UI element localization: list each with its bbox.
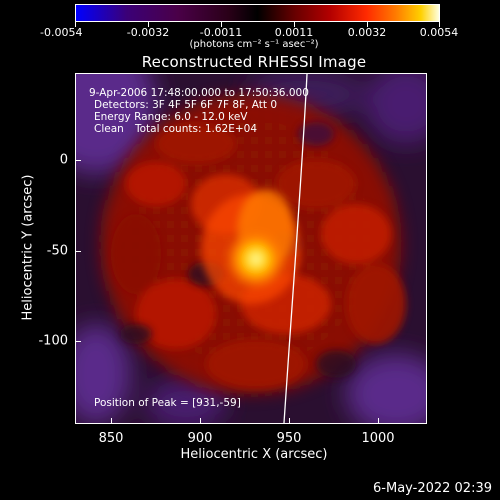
colorbar-tick [148, 22, 149, 27]
x-axis-title: Heliocentric X (arcsec) [180, 447, 328, 462]
y-tick-label: 0 [59, 152, 68, 168]
solar-image: 9-Apr-2006 17:48:00.000 to 17:50:36.000 … [75, 73, 427, 424]
colorbar-tick-label: 0.0032 [347, 26, 387, 39]
x-tick [200, 418, 201, 424]
x-tick-label: 900 [187, 431, 213, 446]
x-tick [289, 418, 290, 424]
colorbar-tick [294, 22, 295, 27]
colorbar-tick [75, 22, 76, 27]
x-tick [378, 418, 379, 424]
detectors-label: Detectors: 3F 4F 5F 6F 7F 8F, Att 0 [94, 99, 278, 111]
colorbar-tick [439, 22, 440, 27]
colorbar-tick-label: -0.0032 [126, 26, 170, 39]
x-tick [111, 418, 112, 424]
x-tick-label: 850 [98, 431, 124, 446]
x-tick-label: 1000 [361, 431, 395, 446]
image-title: Reconstructed RHESSI Image [141, 53, 367, 71]
time-range-label: 9-Apr-2006 17:48:00.000 to 17:50:36.000 [89, 87, 309, 99]
solar-limb-line [283, 74, 308, 423]
colorbar-tick-label: -0.0011 [199, 26, 243, 39]
colorbar [75, 4, 440, 22]
y-tick-label: -100 [38, 333, 68, 349]
colorbar-tick [221, 22, 222, 27]
colorbar-tick-label: 0.0011 [274, 26, 314, 39]
y-tick-label: -50 [46, 243, 68, 259]
y-tick [75, 160, 81, 161]
y-axis-title: Heliocentric Y (arcsec) [20, 174, 36, 321]
y-tick [75, 341, 81, 342]
colorbar-tick-label: -0.0054 [40, 26, 83, 39]
peak-position-label: Position of Peak = [931,-59] [94, 397, 241, 409]
total-counts-label: Total counts: 1.62E+04 [135, 123, 258, 135]
algorithm-label: Clean [94, 123, 124, 135]
colorbar-unit-label: (photons cm⁻² s⁻¹ asec⁻²) [189, 39, 319, 50]
x-tick-label: 950 [276, 431, 302, 446]
energy-range-label: Energy Range: 6.0 - 12.0 keV [94, 111, 248, 123]
intensity-map [76, 74, 426, 423]
timestamp: 6-May-2022 02:39 [373, 481, 492, 496]
colorbar-tick-label: 0.0054 [419, 26, 459, 39]
y-tick [75, 251, 81, 252]
colorbar-tick [367, 22, 368, 27]
